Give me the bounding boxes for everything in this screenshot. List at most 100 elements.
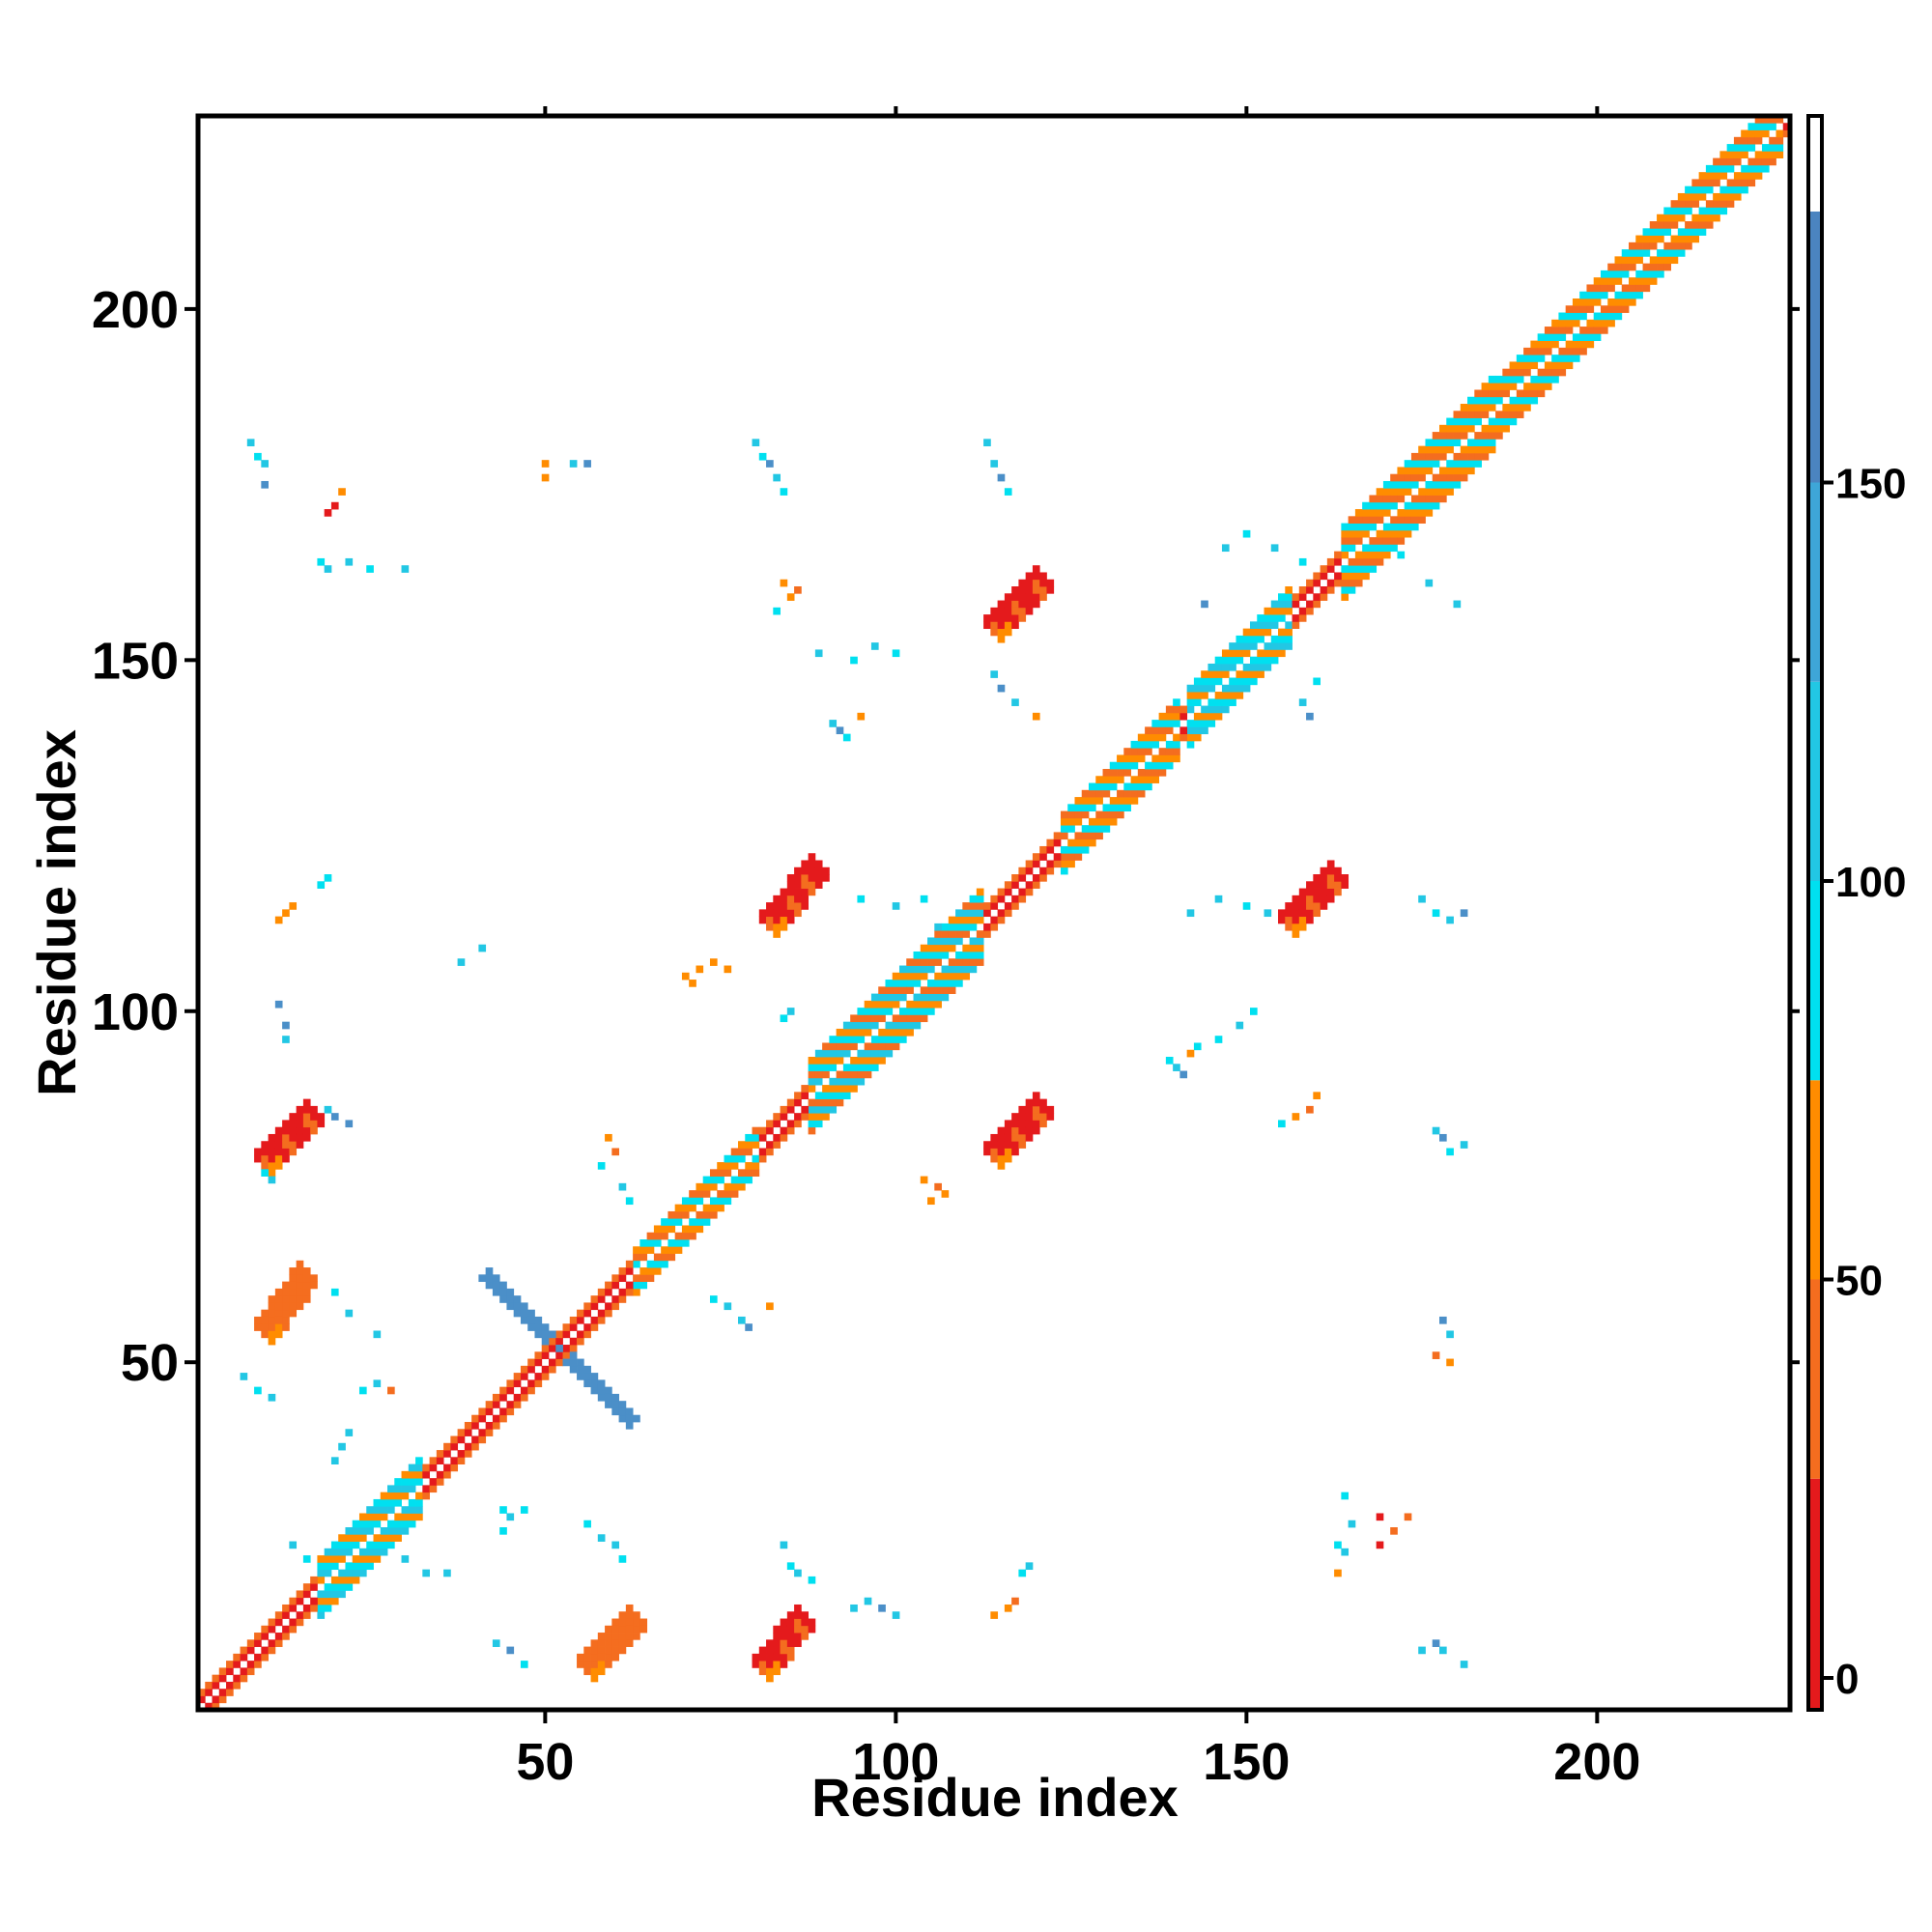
heatmap-cell [1418, 445, 1426, 454]
heatmap-cell [394, 1513, 402, 1521]
heatmap-cell [1432, 445, 1440, 454]
heatmap-cell [577, 1358, 584, 1367]
heatmap-cell [1397, 537, 1406, 545]
heatmap-cell [1376, 495, 1384, 503]
heatmap-cell [1467, 439, 1475, 447]
heatmap-cell [1657, 270, 1664, 278]
heatmap-cell [499, 1527, 507, 1535]
heatmap-cell [450, 1457, 459, 1464]
heatmap-cell [274, 1633, 283, 1640]
heatmap-cell [1249, 628, 1258, 637]
heatmap-cell [345, 1309, 354, 1318]
heatmap-cell [1046, 845, 1055, 854]
heatmap-cell [1713, 213, 1720, 222]
heatmap-cell [1354, 557, 1363, 566]
heatmap-cell [892, 1000, 900, 1009]
heatmap-cell [850, 1070, 858, 1079]
heatmap-cell [1439, 473, 1447, 482]
heatmap-cell [1741, 164, 1748, 173]
heatmap-cell [226, 1661, 234, 1668]
heatmap-cell [780, 1113, 788, 1121]
heatmap-cell [829, 1077, 838, 1086]
heatmap-cell [1004, 607, 1012, 615]
heatmap-cell [1565, 305, 1574, 313]
heatmap-cell [1039, 1098, 1047, 1107]
heatmap-cell [836, 1049, 844, 1058]
heatmap-cell [1249, 670, 1258, 678]
heatmap-cell [302, 1281, 311, 1290]
heatmap-cell [373, 1520, 382, 1528]
heatmap-cell [1404, 467, 1412, 475]
heatmap-cell [1130, 789, 1139, 798]
heatmap-cell [605, 1639, 612, 1647]
heatmap-cell [724, 1162, 732, 1170]
heatmap-cell [794, 1618, 802, 1627]
heatmap-cell [1165, 720, 1174, 727]
heatmap-cell [394, 1485, 402, 1493]
heatmap-cell [941, 993, 950, 1002]
heatmap-cell [1726, 192, 1735, 201]
heatmap-cell [1432, 473, 1440, 482]
heatmap-cell [724, 1154, 732, 1163]
heatmap-cell [1201, 677, 1208, 686]
heatmap-cell [261, 1141, 269, 1149]
heatmap-cell [1173, 1064, 1180, 1071]
heatmap-cell [366, 1527, 374, 1535]
heatmap-cell [1123, 761, 1131, 770]
heatmap-cell [1298, 895, 1307, 903]
heatmap-cell [1249, 1008, 1258, 1015]
heatmap-cell [274, 1154, 283, 1163]
heatmap-cell [605, 1653, 612, 1662]
heatmap-cell [358, 1562, 367, 1571]
heatmap-cell [766, 1674, 774, 1683]
heatmap-cell [1060, 845, 1068, 854]
heatmap-cell [1439, 452, 1447, 461]
heatmap-cell [338, 1569, 346, 1577]
heatmap-cell [513, 1295, 522, 1303]
heatmap-cell [920, 972, 928, 980]
heatmap-cell [282, 1288, 290, 1296]
heatmap-cell [415, 1478, 423, 1486]
heatmap-cell [330, 1597, 339, 1605]
heatmap-cell [794, 586, 802, 594]
heatmap-cell [646, 1260, 655, 1268]
heatmap-cell [814, 1105, 823, 1114]
heatmap-cell [1369, 495, 1378, 503]
heatmap-cell [1095, 817, 1103, 826]
heatmap-cell [1509, 396, 1518, 405]
heatmap-cell [1018, 614, 1027, 622]
heatmap-cell [661, 1232, 668, 1240]
heatmap-cell [997, 684, 1006, 693]
heatmap-cell [1670, 256, 1679, 265]
heatmap-cell [240, 1674, 248, 1683]
heatmap-cell [605, 1309, 612, 1318]
heatmap-cell [997, 473, 1006, 482]
heatmap-cell [1292, 923, 1300, 931]
heatmap-cell [1137, 789, 1146, 798]
heatmap-cell [549, 1330, 556, 1339]
heatmap-cell [1018, 579, 1027, 587]
heatmap-cell [261, 1330, 269, 1339]
heatmap-cell [870, 1036, 879, 1043]
heatmap-cell [1657, 213, 1664, 222]
heatmap-cell [597, 1653, 606, 1662]
heatmap-cell [1642, 242, 1651, 250]
heatmap-cell [814, 1098, 823, 1107]
heatmap-cell [583, 1373, 591, 1380]
heatmap-cell [618, 1288, 627, 1296]
heatmap-cell [1629, 291, 1636, 299]
heatmap-cell [808, 1618, 816, 1627]
heatmap-cell [254, 1154, 262, 1163]
heatmap-cell [274, 1162, 283, 1170]
heatmap-cell [892, 1028, 900, 1037]
heatmap-cell [1481, 389, 1490, 398]
heatmap-cell [597, 1316, 606, 1324]
heatmap-cell [1467, 445, 1475, 454]
heatmap-cell [429, 1463, 438, 1472]
heatmap-cell [955, 909, 963, 918]
heatmap-cell [1642, 277, 1651, 285]
heatmap-cell [780, 1133, 788, 1142]
heatmap-cell [1467, 467, 1475, 475]
heatmap-cell [1208, 698, 1216, 706]
heatmap-cell [506, 1407, 515, 1416]
